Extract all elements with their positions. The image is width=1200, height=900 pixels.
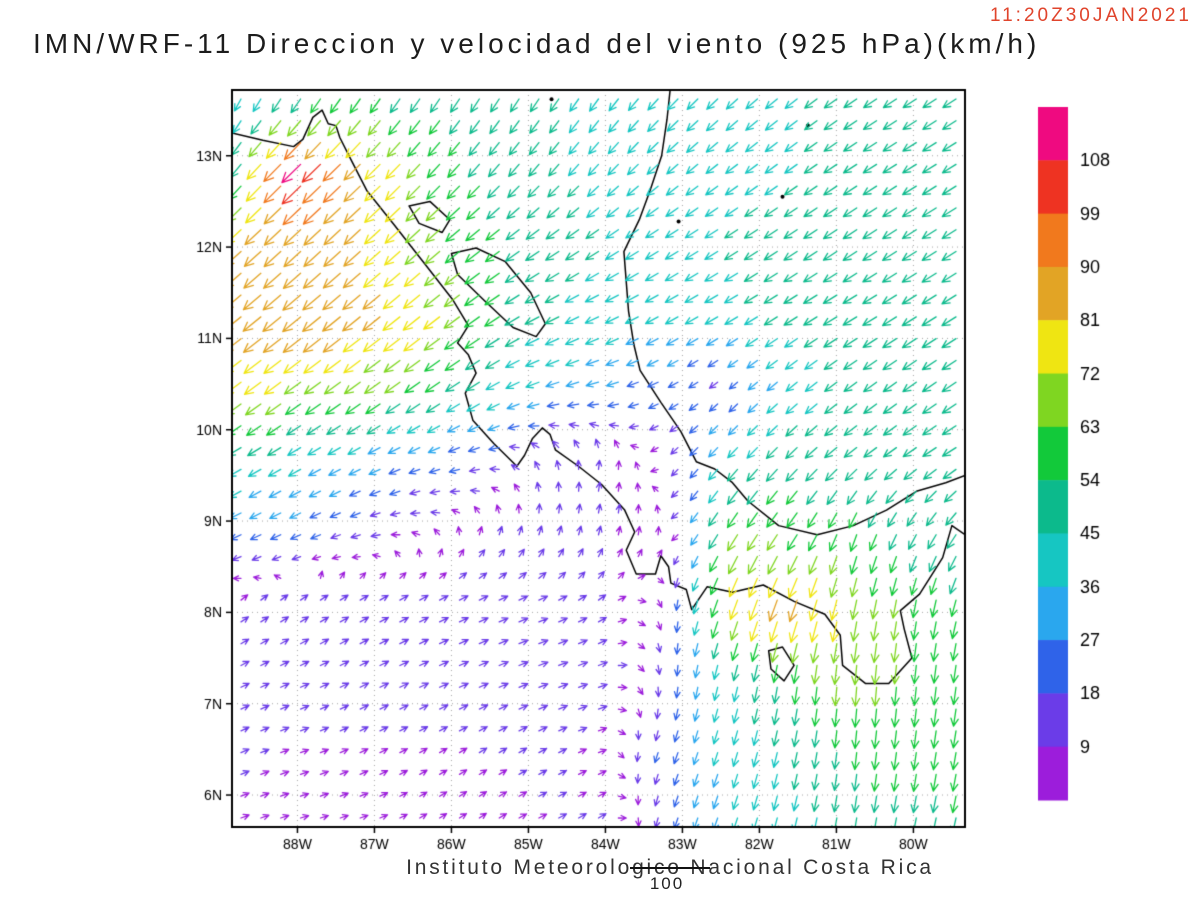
chart-title: IMN/WRF-11 Direccion y velocidad del vie… [33,28,1041,59]
valid-time-label: 11:20Z30JAN2021 [989,5,1192,26]
footer-strikeout-line [630,867,710,869]
frame-counter: 100 [649,874,685,893]
